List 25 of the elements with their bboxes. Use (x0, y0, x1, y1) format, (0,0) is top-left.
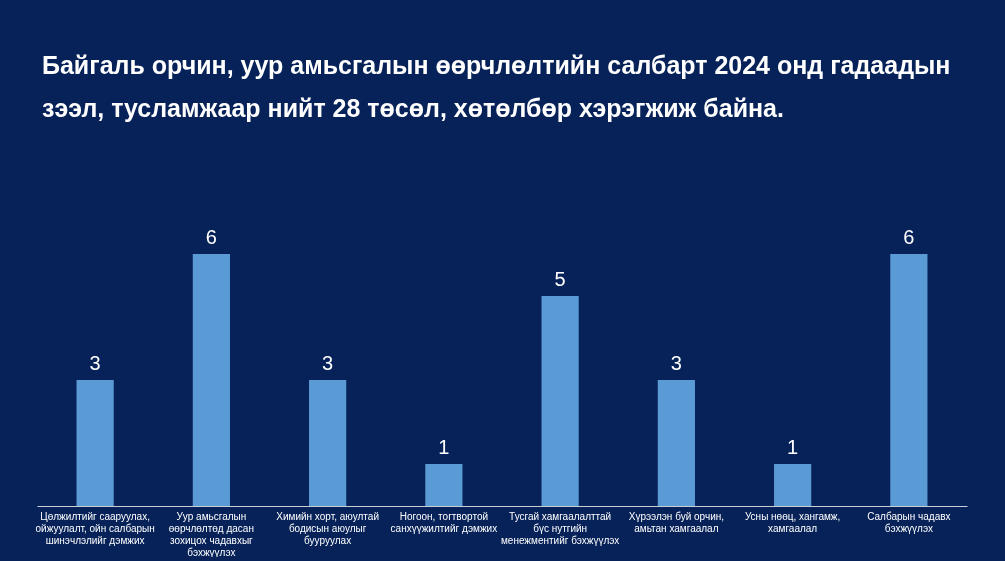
x-tick-label: Ногоон, тогтвортой санхүүжилтийг дэмжих (390, 510, 498, 534)
data-label: 6 (903, 226, 915, 248)
x-tick-label: Хүрээлэн буй орчин, амьтан хамгаалал (628, 510, 725, 534)
data-label: 3 (89, 352, 101, 374)
data-label: 1 (787, 436, 799, 458)
bar (657, 380, 695, 506)
bar (774, 464, 812, 506)
x-tick-label: Салбарын чадавх бэхжүүлэх (867, 510, 951, 534)
x-tick-label: Уур амьсгалын өөрчлөлтөд дасан зохицох чадавхыг бэхжүүлэх (168, 510, 254, 558)
bar (541, 296, 579, 506)
chart-title: Байгаль орчин, уур амьсгалын өөрчлөлтийн салбарт 2024 онд гадаадын зээл, тусламжаар нийт 28 төсөл, хөтөлбөр хэрэгжиж байна. (42, 50, 952, 124)
bar (309, 380, 347, 506)
data-label: 3 (670, 352, 682, 374)
x-tick-label: Усны нөөц, хангамж, хамгаалал (744, 510, 841, 534)
bar (192, 254, 230, 506)
x-tick-label: Химийн хорт, аюултай бодисын аюулыг бууруулах (276, 510, 379, 546)
data-label: 5 (554, 268, 566, 290)
x-tick-label: Цөлжилтийг сааруулах, ойжуулалт, ойн салбарын шинэчлэлийг дэмжих (35, 510, 155, 546)
bar (76, 380, 114, 506)
data-label: 6 (205, 226, 217, 248)
data-label: 3 (322, 352, 334, 374)
bar (890, 254, 928, 506)
bar (425, 464, 463, 506)
data-label: 1 (438, 436, 450, 458)
x-tick-label: Тусгай хамгаалалттай бүс нутгийн менежментийг бэхжүүлэх (500, 510, 620, 546)
